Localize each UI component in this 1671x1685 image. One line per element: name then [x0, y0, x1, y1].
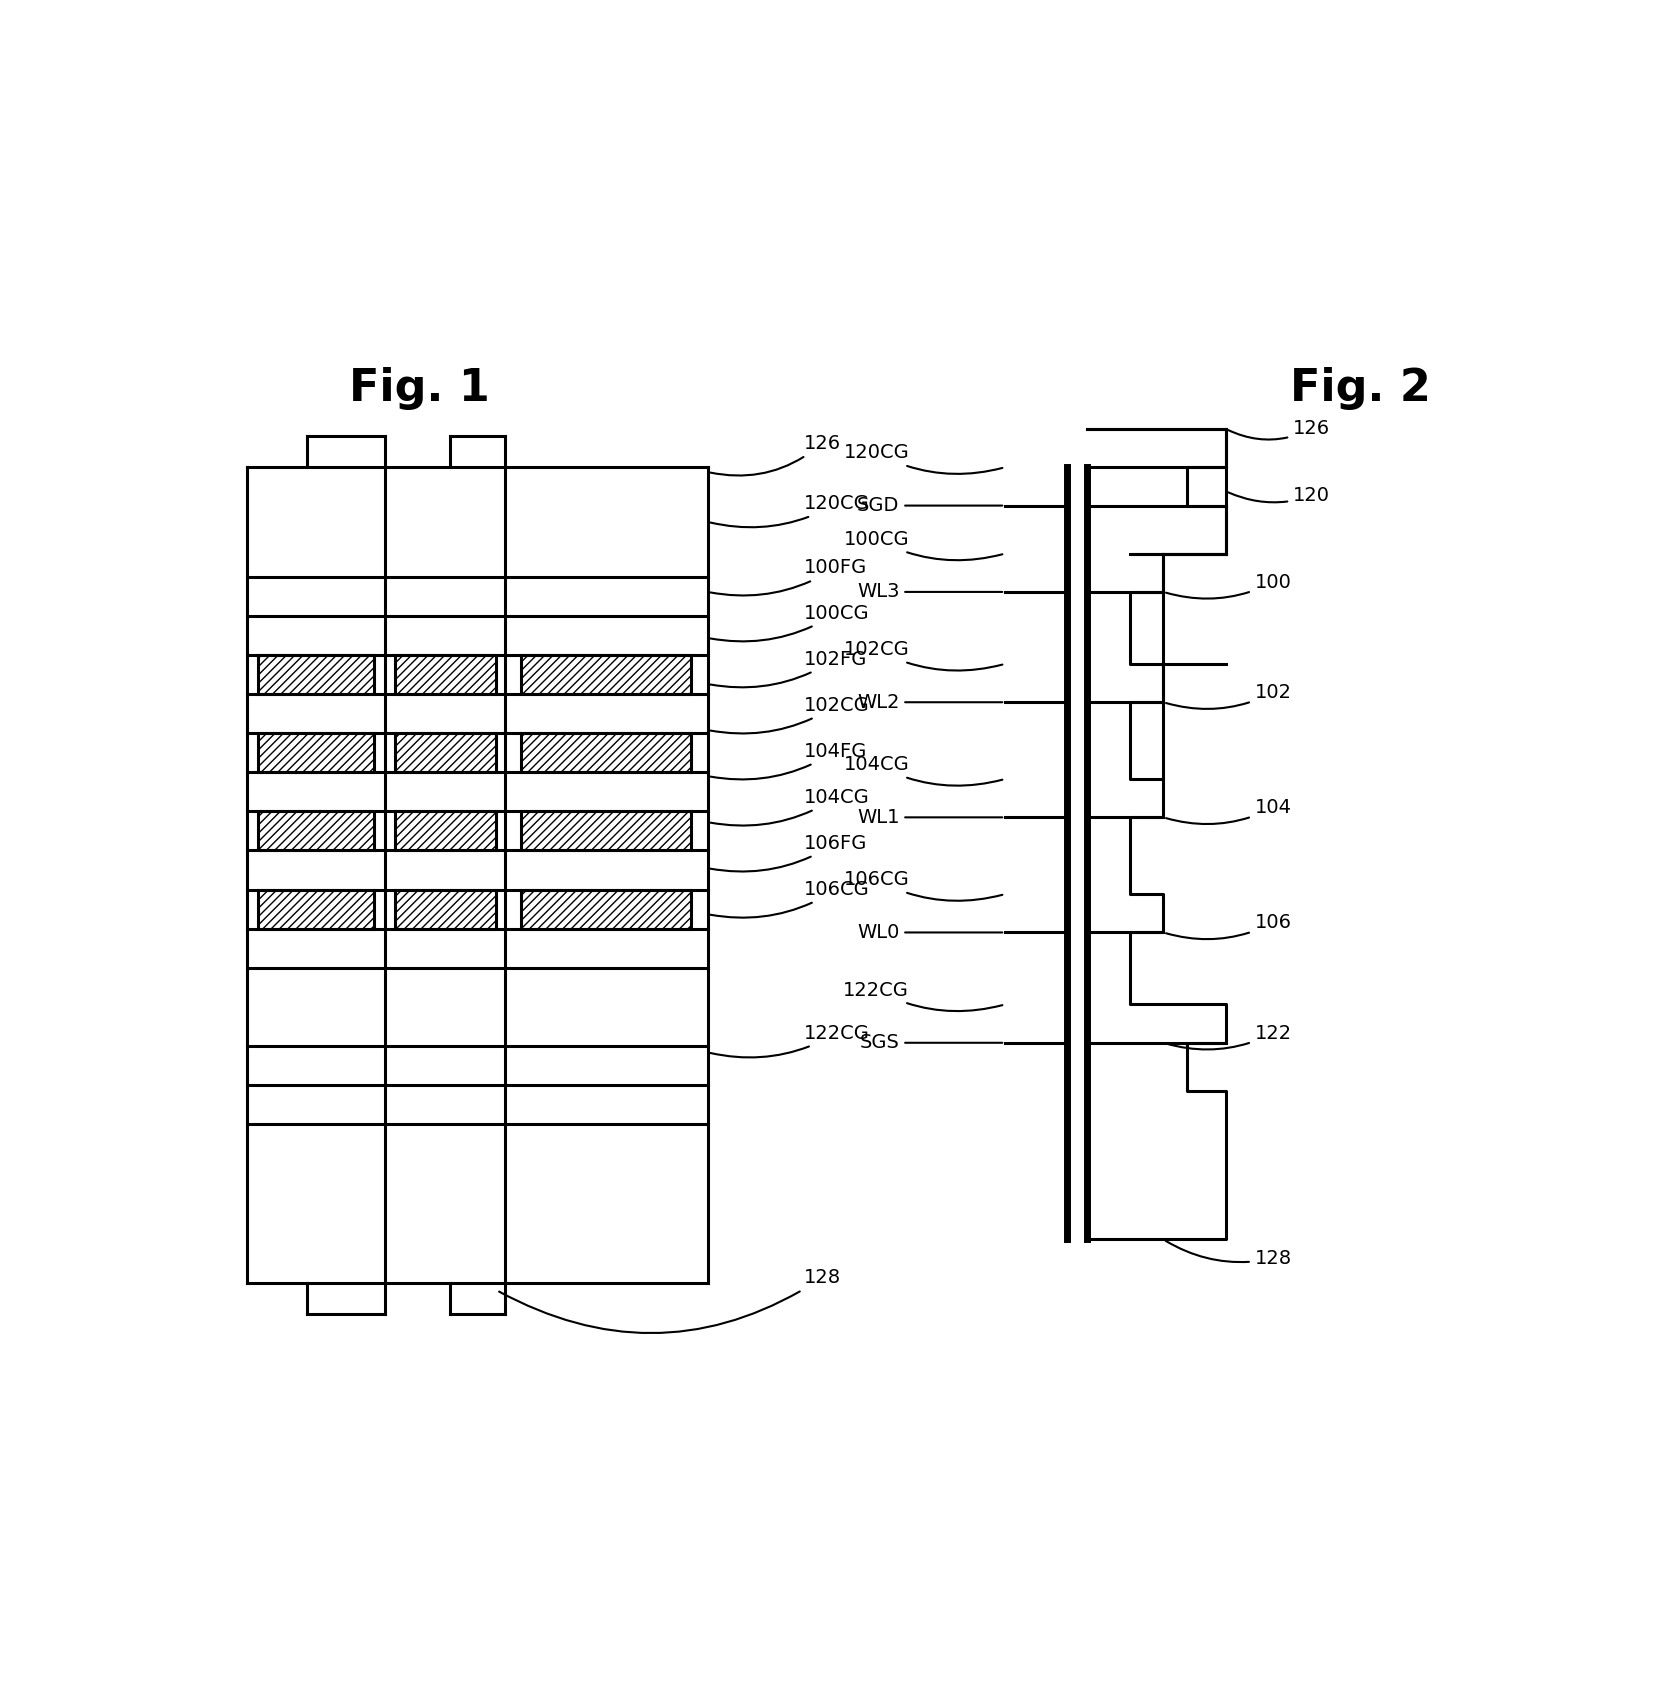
Bar — [521, 810, 692, 851]
Text: 100FG: 100FG — [710, 558, 867, 595]
Text: 106CG: 106CG — [844, 869, 1003, 901]
Text: 106FG: 106FG — [710, 834, 867, 871]
Text: WL2: WL2 — [857, 693, 1003, 711]
Text: 122CG: 122CG — [710, 1024, 869, 1058]
Text: 106CG: 106CG — [710, 880, 869, 918]
Text: 100CG: 100CG — [844, 529, 1003, 559]
Bar — [259, 733, 374, 772]
Text: 100: 100 — [1166, 573, 1292, 598]
Text: 120CG: 120CG — [710, 494, 869, 527]
Bar — [259, 655, 374, 694]
Text: 102FG: 102FG — [710, 650, 867, 687]
Text: 102CG: 102CG — [844, 640, 1003, 671]
Text: WL1: WL1 — [857, 807, 1003, 827]
Bar — [521, 655, 692, 694]
Text: 122CG: 122CG — [844, 981, 1003, 1011]
Bar — [521, 733, 692, 772]
Text: 104FG: 104FG — [710, 741, 867, 780]
Bar — [394, 810, 496, 851]
Text: 120: 120 — [1228, 487, 1330, 506]
Text: SGS: SGS — [859, 1033, 1003, 1051]
Text: 126: 126 — [1228, 420, 1330, 440]
Text: 126: 126 — [710, 433, 841, 475]
Bar — [521, 890, 692, 928]
Text: 106: 106 — [1166, 913, 1292, 939]
Text: 104CG: 104CG — [844, 755, 1003, 785]
Text: 120CG: 120CG — [844, 443, 1003, 473]
Bar — [259, 810, 374, 851]
Bar — [394, 655, 496, 694]
Text: 100CG: 100CG — [710, 603, 869, 642]
Bar — [394, 733, 496, 772]
Bar — [394, 890, 496, 928]
Text: WL0: WL0 — [857, 923, 1003, 942]
Text: 104: 104 — [1166, 799, 1292, 824]
Text: 128: 128 — [1166, 1240, 1292, 1269]
Bar — [259, 890, 374, 928]
Text: Fig. 1: Fig. 1 — [349, 367, 490, 409]
Text: Fig. 2: Fig. 2 — [1290, 367, 1430, 409]
Text: 122: 122 — [1166, 1024, 1292, 1050]
Text: 102: 102 — [1166, 682, 1292, 709]
Text: 128: 128 — [500, 1269, 841, 1333]
Text: SGD: SGD — [857, 495, 1003, 516]
Text: 104CG: 104CG — [710, 787, 869, 826]
Text: WL3: WL3 — [857, 583, 1003, 602]
Text: 102CG: 102CG — [710, 696, 869, 733]
